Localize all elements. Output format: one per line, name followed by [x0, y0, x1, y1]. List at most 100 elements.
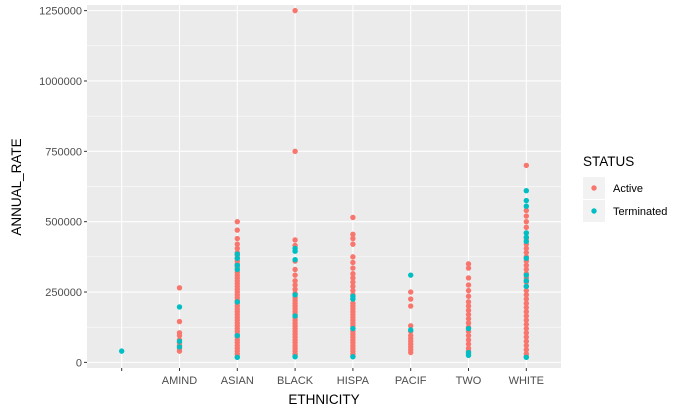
data-point-active [234, 245, 240, 252]
data-point-active [234, 241, 240, 247]
data-point-terminated [292, 313, 298, 319]
data-point-active [465, 282, 472, 288]
data-point-active [292, 7, 298, 14]
data-point-active [465, 332, 472, 339]
legend-label-active: Active [613, 183, 643, 195]
data-point-terminated [118, 348, 125, 354]
data-point-active [523, 266, 530, 273]
data-point-active [523, 218, 530, 225]
x-tick-label: BLACK [277, 375, 314, 387]
data-point-terminated [465, 325, 472, 332]
data-point-terminated [523, 354, 530, 361]
data-point-active [465, 265, 472, 271]
data-point-terminated [234, 332, 240, 339]
y-axis-title: ANNUAL_RATE [9, 138, 24, 235]
data-point-terminated [176, 344, 183, 350]
data-point-active [176, 318, 183, 325]
y-tick-label: 250000 [45, 287, 82, 299]
x-axis-ticks: AMIND ASIAN BLACK HISPA PACIF TWO WHITE [121, 368, 544, 387]
data-point-active [465, 261, 472, 267]
data-point-active [350, 275, 356, 281]
x-tick-label: HISPA [337, 375, 370, 387]
data-point-active [350, 287, 356, 294]
x-tick-label: PACIF [395, 375, 427, 387]
data-point-active [523, 317, 530, 323]
data-point-active [523, 287, 530, 294]
y-tick-label: 750000 [45, 146, 82, 158]
data-point-active [408, 323, 414, 329]
data-point-terminated [523, 278, 530, 284]
grid-minor [87, 45, 561, 328]
data-point-active [176, 285, 183, 291]
data-point-terminated [465, 352, 472, 359]
data-point-active [350, 254, 356, 260]
y-axis-ticks: 0 250000 500000 750000 1000000 1250000 [39, 6, 87, 369]
data-point-active [523, 342, 530, 349]
data-point-active [408, 303, 414, 309]
legend-key-point [591, 208, 597, 214]
legend: STATUS Active Terminated [583, 154, 667, 222]
data-point-terminated [523, 272, 530, 278]
data-point-active [523, 292, 530, 298]
data-point-active [523, 325, 530, 332]
x-tick-label: TWO [456, 375, 482, 387]
data-point-active [523, 296, 530, 302]
data-point-active [523, 300, 530, 306]
y-tick-label: 1250000 [39, 6, 82, 18]
data-point-active [465, 311, 472, 318]
data-point-active [523, 309, 530, 315]
data-point-terminated [292, 256, 298, 263]
data-point-active [465, 307, 472, 314]
data-point-active [176, 332, 183, 339]
data-point-active [523, 207, 530, 214]
data-point-active [465, 293, 472, 299]
data-point-active [523, 162, 530, 169]
data-point-active [292, 286, 298, 292]
data-point-active [234, 235, 240, 242]
data-point-terminated [292, 248, 298, 254]
data-point-active [465, 303, 472, 309]
data-point-active [465, 275, 472, 281]
data-point-active [292, 272, 298, 278]
data-point-active [523, 213, 530, 219]
data-point-active [292, 282, 298, 288]
data-point-active [465, 287, 472, 294]
data-point-terminated [408, 327, 414, 333]
data-point-active [523, 245, 530, 252]
data-point-active [350, 279, 356, 285]
data-point-terminated [350, 325, 356, 332]
data-point-terminated [523, 255, 530, 261]
legend-label-terminated: Terminated [613, 206, 667, 218]
data-point-terminated [350, 354, 356, 360]
data-point-active [465, 337, 472, 343]
data-point-terminated [523, 238, 530, 245]
data-point-terminated [292, 292, 298, 298]
data-point-terminated [523, 230, 530, 236]
legend-title: STATUS [583, 154, 634, 169]
data-point-active [350, 271, 356, 277]
data-point-active [465, 299, 472, 305]
y-tick-label: 0 [76, 357, 82, 369]
data-point-terminated [523, 203, 530, 209]
data-point-active [523, 304, 530, 311]
data-point-terminated [234, 266, 240, 273]
data-point-active [234, 227, 240, 233]
data-point-active [292, 148, 298, 155]
data-point-terminated [234, 255, 240, 261]
data-points [118, 7, 530, 361]
data-point-active [523, 224, 530, 231]
data-point-active [408, 296, 414, 302]
x-axis-title: ETHNICITY [288, 392, 359, 407]
x-tick-label: ASIAN [221, 375, 254, 387]
data-point-active [350, 259, 356, 266]
data-point-active [350, 265, 356, 271]
data-point-active [408, 289, 414, 295]
data-point-terminated [292, 354, 298, 360]
data-point-terminated [234, 354, 240, 361]
data-point-active [292, 266, 298, 273]
data-point-active [523, 347, 530, 353]
data-point-terminated [523, 283, 530, 290]
data-point-active [465, 341, 472, 347]
data-point-active [465, 320, 472, 326]
